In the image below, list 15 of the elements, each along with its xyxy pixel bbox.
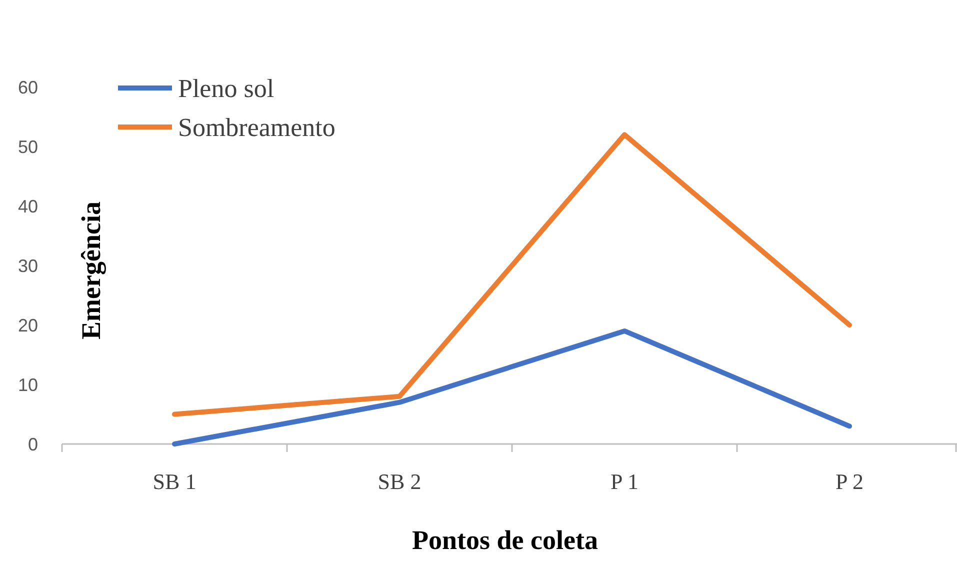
y-tick-label: 30 — [18, 256, 38, 276]
y-tick-label: 40 — [18, 196, 38, 216]
y-tick-label: 60 — [18, 77, 38, 98]
legend-label: Pleno sol — [178, 74, 274, 104]
y-tick-label: 0 — [28, 434, 38, 454]
y-tick-label: 20 — [18, 315, 38, 336]
x-tick-label: SB 1 — [152, 469, 196, 494]
legend-label: Sombreamento — [178, 113, 336, 142]
y-tick-label: 50 — [18, 136, 38, 157]
x-axis-title: Pontos de coleta — [412, 525, 598, 555]
y-tick-label: 10 — [18, 374, 38, 395]
y-axis-title: Emergência — [76, 201, 106, 340]
x-tick-label: P 2 — [836, 469, 864, 494]
x-tick-label: P 1 — [610, 469, 638, 494]
x-tick-label: SB 2 — [378, 469, 422, 494]
